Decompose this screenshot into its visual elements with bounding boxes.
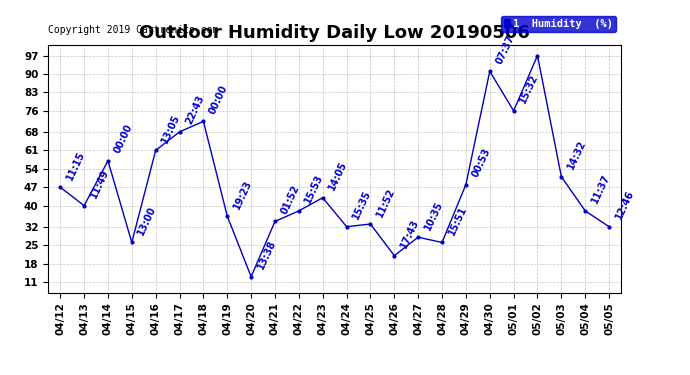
Text: 13:38: 13:38	[255, 239, 277, 271]
Text: 10:35: 10:35	[422, 200, 444, 232]
Text: 15:51: 15:51	[446, 205, 469, 237]
Text: 12:46: 12:46	[613, 189, 635, 221]
Text: 22:43: 22:43	[184, 94, 206, 126]
Text: 14:05: 14:05	[327, 160, 349, 192]
Text: 13:05: 13:05	[160, 112, 182, 145]
Text: 01:52: 01:52	[279, 183, 302, 216]
Text: Copyright 2019 Cartronics.com: Copyright 2019 Cartronics.com	[48, 25, 219, 35]
Text: 17:43: 17:43	[398, 218, 421, 250]
Text: 11:15: 11:15	[64, 149, 86, 182]
Text: 00:53: 00:53	[470, 147, 492, 179]
Legend: 1  Humidity  (%): 1 Humidity (%)	[501, 15, 615, 32]
Text: 14:32: 14:32	[566, 139, 588, 171]
Text: 19:23: 19:23	[231, 178, 254, 211]
Text: 13:00: 13:00	[136, 205, 158, 237]
Text: 15:53: 15:53	[303, 173, 325, 206]
Text: 07:37: 07:37	[494, 33, 516, 66]
Text: 00:00: 00:00	[208, 84, 230, 116]
Text: 00:00: 00:00	[112, 123, 135, 155]
Text: 15:35: 15:35	[351, 189, 373, 221]
Text: 15:32: 15:32	[518, 73, 540, 105]
Text: 11:52: 11:52	[375, 186, 397, 219]
Text: 11:49: 11:49	[88, 168, 110, 200]
Text: 11:37: 11:37	[589, 173, 611, 206]
Title: Outdoor Humidity Daily Low 20190506: Outdoor Humidity Daily Low 20190506	[139, 24, 530, 42]
